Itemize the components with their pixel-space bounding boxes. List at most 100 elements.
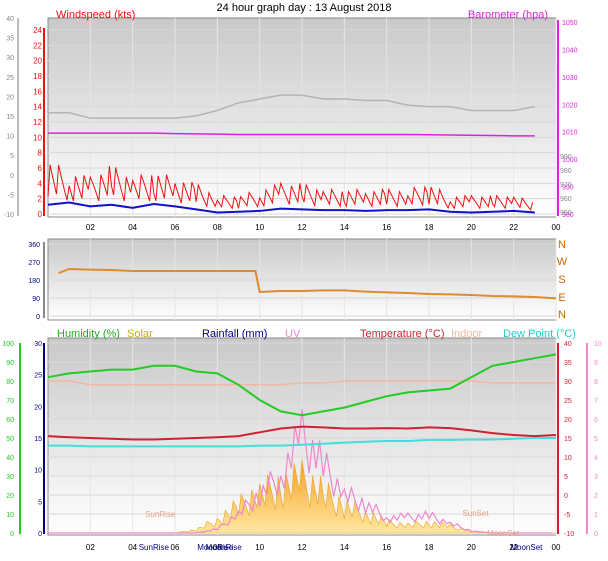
tick-label-wind-kts: 14 bbox=[33, 103, 42, 112]
tick-label-gust: 15 bbox=[6, 114, 14, 121]
x-tick-label: 08 bbox=[213, 543, 222, 552]
tick-label-baro-secondary: 980 bbox=[560, 168, 572, 175]
tick-label-direction: 270 bbox=[28, 260, 40, 267]
tick-label-temp: 15 bbox=[564, 436, 572, 443]
x-tick-label: 14 bbox=[340, 223, 349, 232]
tick-label-baro-secondary: 990 bbox=[560, 154, 572, 161]
panel-wind-series bbox=[47, 94, 535, 214]
tick-label-wind-kts: 4 bbox=[38, 179, 43, 188]
tick-label-rain: 15 bbox=[34, 436, 42, 443]
panel-climate-x-ticks: 02 04 06 08 10 12 14 16 18 20 22 00 bbox=[86, 543, 561, 552]
tick-label-uv: 7 bbox=[594, 398, 598, 405]
event-annotation: SunRise bbox=[145, 510, 176, 519]
tick-label-gust: 25 bbox=[6, 75, 14, 82]
tick-label-uv: 3 bbox=[594, 474, 598, 481]
tick-label-temp: -5 bbox=[564, 512, 570, 519]
tick-label-rain: 0 bbox=[38, 531, 42, 538]
tick-label-uv: 10 bbox=[594, 341, 602, 348]
x-tick-label: 10 bbox=[255, 543, 264, 552]
panel-climate-axes: -10-505101520253035400102030405060708090… bbox=[2, 341, 602, 538]
x-tick-label: 04 bbox=[128, 543, 137, 552]
label-barometer: Barometer (hpa) bbox=[468, 9, 548, 21]
panel-climate-series bbox=[47, 353, 557, 534]
tick-label-wind-kts: 16 bbox=[33, 87, 42, 96]
event-annotation: MoonRise bbox=[197, 543, 234, 552]
tick-label-humidity: 100 bbox=[2, 341, 14, 348]
tick-label-gust: 10 bbox=[6, 134, 14, 141]
tick-label-baro: 980 bbox=[562, 212, 574, 219]
tick-label-humidity: 70 bbox=[6, 398, 14, 405]
panel-wind-x-ticks: 02 04 06 08 10 12 14 16 18 20 22 00 bbox=[86, 223, 561, 232]
tick-label-baro-secondary: 970 bbox=[560, 182, 572, 189]
tick-label-humidity: 10 bbox=[6, 512, 14, 519]
tick-label-baro-secondary: 960 bbox=[560, 196, 572, 203]
event-annotation: MoonSet bbox=[487, 529, 520, 538]
tick-label-uv: 5 bbox=[594, 436, 598, 443]
label-solar: Solar bbox=[127, 328, 153, 340]
series-wind-direction bbox=[58, 267, 557, 300]
tick-label-temp: 40 bbox=[564, 341, 572, 348]
tick-label-gust: 35 bbox=[6, 36, 14, 43]
panel-wind-grid bbox=[48, 18, 557, 217]
tick-label-wind-kts: 6 bbox=[38, 164, 43, 173]
series-wind-avg bbox=[47, 201, 535, 214]
x-tick-label: 04 bbox=[128, 223, 137, 232]
x-tick-label: 12 bbox=[298, 223, 307, 232]
tick-label-gust: 20 bbox=[6, 94, 14, 101]
tick-label-wind-kts: 10 bbox=[33, 133, 42, 142]
tick-label-humidity: 60 bbox=[6, 417, 14, 424]
panel-direction-grid bbox=[48, 239, 557, 320]
chart-title: 24 hour graph day : 13 August 2018 bbox=[217, 2, 392, 14]
tick-label-direction: 180 bbox=[28, 278, 40, 285]
x-tick-label: 18 bbox=[425, 543, 434, 552]
tick-label-baro: 1030 bbox=[562, 75, 578, 82]
series-indoor bbox=[48, 380, 556, 386]
tick-label-gust: 40 bbox=[6, 16, 14, 23]
tick-label-temp: 20 bbox=[564, 417, 572, 424]
panel-climate-annotations: SunRise SunRise MoonRise SunSet MoonSet MoonR… bbox=[139, 509, 543, 552]
series-temperature bbox=[47, 425, 557, 441]
tick-label-baro: 990 bbox=[562, 185, 574, 192]
x-tick-label: 02 bbox=[86, 543, 95, 552]
tick-label-gust: 30 bbox=[6, 55, 14, 62]
event-annotation: MoonSet bbox=[510, 543, 543, 552]
label-uv: UV bbox=[285, 328, 301, 340]
label-dewpoint: Dew Point (°C) bbox=[503, 328, 576, 340]
tick-label-baro: 1040 bbox=[562, 47, 578, 54]
label-rainfall: Rainfall (mm) bbox=[202, 328, 267, 340]
series-barometer bbox=[48, 132, 535, 137]
tick-label-humidity: 0 bbox=[10, 531, 14, 538]
x-tick-label: 20 bbox=[467, 223, 476, 232]
x-tick-label: 22 bbox=[509, 223, 518, 232]
series-wind-gust bbox=[47, 164, 534, 211]
tick-label-wind-kts: 0 bbox=[38, 210, 43, 219]
x-tick-label: 00 bbox=[552, 543, 561, 552]
tick-label-gust: 5 bbox=[10, 153, 14, 160]
tick-label-humidity: 40 bbox=[6, 455, 14, 462]
tick-label-rain: 20 bbox=[34, 404, 42, 411]
tick-label-humidity: 80 bbox=[6, 379, 14, 386]
label-windspeed: Windspeed (kts) bbox=[56, 9, 135, 21]
label-humidity: Humidity (%) bbox=[57, 328, 120, 340]
tick-label-wind-kts: 8 bbox=[38, 149, 43, 158]
event-annotation: SunSet bbox=[462, 509, 489, 518]
tick-label-rain: 5 bbox=[38, 499, 42, 506]
event-annotation: SunRise bbox=[139, 543, 170, 552]
tick-label-uv: 1 bbox=[594, 512, 598, 519]
compass-label: S bbox=[558, 274, 565, 286]
compass-label: N bbox=[558, 239, 566, 251]
tick-label-temp: 0 bbox=[564, 493, 568, 500]
tick-label-humidity: 20 bbox=[6, 493, 14, 500]
label-temperature: Temperature (°C) bbox=[360, 328, 444, 340]
tick-label-gust: 0 bbox=[10, 173, 14, 180]
x-tick-label: 12 bbox=[298, 543, 307, 552]
tick-label-baro: 1020 bbox=[562, 102, 578, 109]
x-tick-label: 00 bbox=[552, 223, 561, 232]
tick-label-gust: -5 bbox=[8, 192, 14, 199]
x-tick-label: 20 bbox=[467, 543, 476, 552]
panel-wind-right-axis: 9809901000101010201030104010509509609709… bbox=[557, 20, 578, 219]
x-tick-label: 22 bbox=[509, 543, 518, 552]
tick-label-wind-kts: 2 bbox=[38, 195, 43, 204]
x-tick-label: 08 bbox=[213, 223, 222, 232]
tick-label-humidity: 90 bbox=[6, 360, 14, 367]
